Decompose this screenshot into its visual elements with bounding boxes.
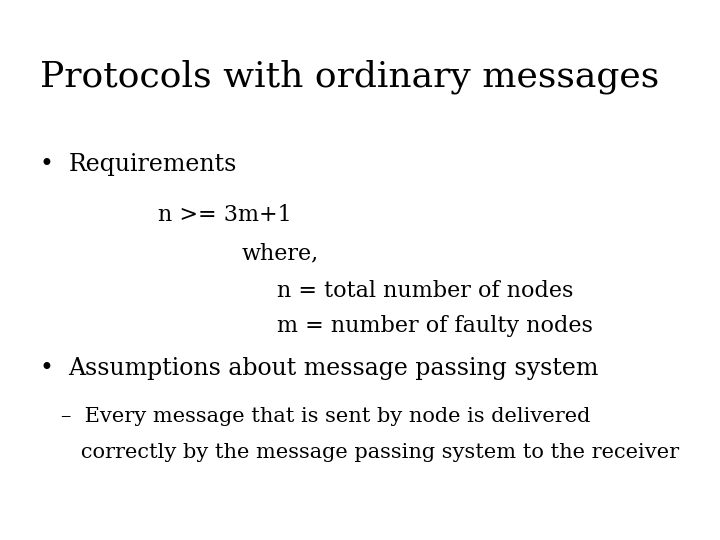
Text: Requirements: Requirements [68, 153, 237, 176]
Text: Assumptions about message passing system: Assumptions about message passing system [68, 357, 599, 380]
Text: •: • [40, 153, 53, 176]
Text: Protocols with ordinary messages: Protocols with ordinary messages [40, 59, 659, 94]
Text: n >= 3m+1: n >= 3m+1 [158, 204, 292, 226]
Text: m = number of faulty nodes: m = number of faulty nodes [277, 315, 593, 336]
Text: –  Every message that is sent by node is delivered: – Every message that is sent by node is … [61, 407, 590, 427]
Text: correctly by the message passing system to the receiver: correctly by the message passing system … [61, 443, 680, 462]
Text: •: • [40, 357, 53, 380]
Text: n = total number of nodes: n = total number of nodes [277, 280, 574, 301]
Text: where,: where, [241, 243, 318, 265]
